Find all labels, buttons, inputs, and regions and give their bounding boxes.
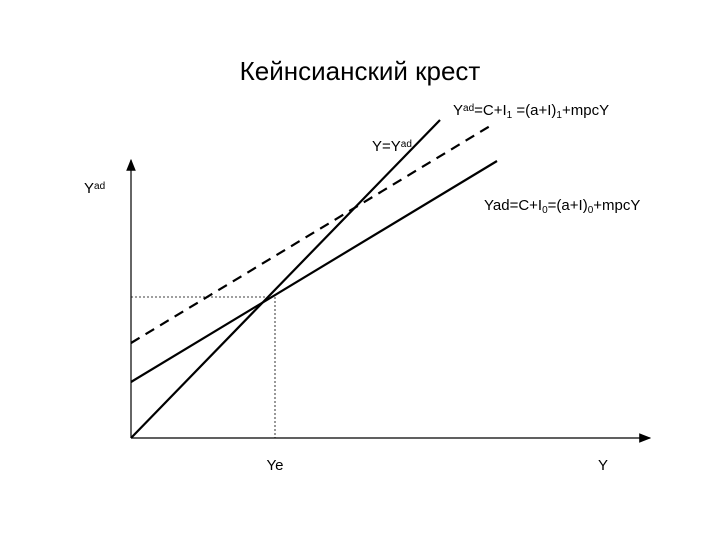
x-axis-label: Y: [598, 457, 608, 474]
line-ad0-label: Yad=C+I0=(a+I)0+mpcY: [484, 197, 640, 216]
label-text: Ye: [267, 457, 284, 474]
label-text: =(a+I): [548, 197, 588, 214]
title: Кейнсианский крест: [240, 56, 481, 86]
line-45: [130, 119, 441, 439]
label-text: =(a+I): [512, 102, 556, 119]
label-text: Yad=C+I: [484, 197, 542, 214]
superscript: ad: [401, 139, 412, 150]
superscript: ad: [94, 181, 105, 192]
subscript: 0: [542, 205, 548, 216]
label-text: Y: [453, 102, 463, 119]
label-text: =C+I: [474, 102, 507, 119]
label-text: +mpcY: [562, 102, 609, 119]
line-ad0: [130, 160, 498, 383]
line-45-label: Y=Yad: [372, 138, 412, 155]
line-ad1-label: Yad=C+I1 =(a+I)1+mpcY: [453, 102, 609, 121]
line-ad1: [130, 125, 491, 344]
label-text: Y=Y: [372, 138, 401, 155]
label-text: Y: [84, 180, 94, 197]
equilibrium-label: Ye: [267, 457, 284, 474]
y-axis-label: Yad: [84, 180, 105, 197]
subscript: 1: [507, 110, 513, 121]
subscript: 0: [588, 205, 594, 216]
superscript: ad: [463, 103, 474, 114]
label-text: Y: [598, 457, 608, 474]
subscript: 1: [556, 110, 562, 121]
label-text: +mpcY: [593, 197, 640, 214]
